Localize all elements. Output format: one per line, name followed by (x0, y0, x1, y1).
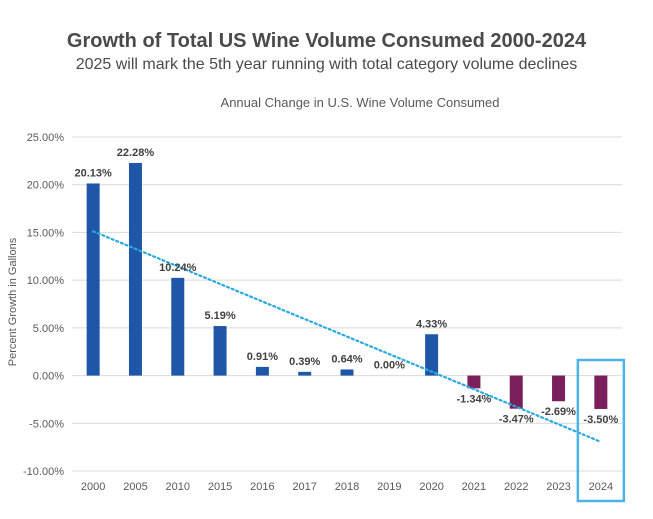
chart-main-title: Growth of Total US Wine Volume Consumed … (66, 30, 587, 52)
data-label-2023: -2.69% (541, 406, 576, 418)
bar-2020 (425, 334, 439, 376)
data-label-2005: 22.28% (117, 147, 155, 159)
trendline (92, 230, 602, 443)
x-tick-label: 2018 (335, 481, 359, 493)
x-tick-label: 2005 (123, 481, 147, 493)
highlight-box-2024 (576, 358, 626, 503)
x-tick-label: 2024 (589, 481, 613, 493)
bar-2024 (594, 375, 608, 409)
x-tick-label: 2017 (292, 481, 316, 493)
y-tick-label: 10.00% (27, 275, 65, 287)
bar-2005 (128, 162, 142, 376)
data-label-2021: -1.34% (456, 393, 491, 405)
y-axis-label: Percent Growth in Gallons (7, 237, 19, 366)
bar-2000 (86, 183, 100, 376)
y-tick-label: 15.00% (27, 227, 65, 239)
bar-2021 (467, 375, 481, 389)
x-tick-label: 2023 (546, 481, 570, 493)
x-tick-label: 2015 (208, 481, 232, 493)
x-tick-label: 2000 (81, 481, 105, 493)
data-label-2019: 0.00% (374, 360, 405, 372)
x-tick-label: 2020 (419, 481, 443, 493)
data-label-2020: 4.33% (416, 318, 447, 330)
data-label-2024: -3.50% (583, 414, 618, 426)
y-tick-label: -10.00% (23, 466, 64, 478)
data-label-2022: -3.47% (499, 414, 534, 426)
x-axis-ticks: 2000 2005 2010 2015 2016 2017 2018 2019 2020 2021… (81, 481, 613, 493)
bar-2022 (509, 375, 523, 409)
chart-subtitle: 2025 will mark the 5th year running with… (75, 56, 578, 73)
y-tick-label: 20.00% (27, 180, 65, 192)
x-tick-label: 2016 (250, 481, 274, 493)
x-tick-label: 2022 (504, 481, 528, 493)
data-label-2017: 0.39% (289, 356, 320, 368)
plot-title: Annual Change in U.S. Wine Volume Consum… (220, 95, 500, 110)
bar-2018 (340, 369, 354, 376)
bar-2023 (552, 375, 566, 402)
y-tick-label: 25.00% (27, 132, 65, 144)
data-label-2015: 5.19% (204, 310, 235, 322)
x-tick-label: 2010 (166, 481, 190, 493)
data-label-2010: 10.24% (159, 262, 197, 274)
trendline-line (92, 230, 602, 443)
bar-2016 (255, 366, 269, 376)
data-label-2018: 0.64% (331, 353, 362, 365)
bar-2017 (298, 371, 312, 376)
y-tick-label: 5.00% (33, 323, 64, 335)
data-label-2000: 20.13% (74, 167, 112, 179)
y-tick-label: -5.00% (29, 418, 64, 430)
data-label-2016: 0.91% (247, 351, 278, 363)
y-axis-ticks: 25.00% 20.00% 15.00% 10.00% 5.00% 0.00% -5.00%… (23, 132, 64, 478)
bar-2015 (213, 326, 227, 376)
bars (86, 162, 608, 409)
y-tick-label: 0.00% (33, 371, 64, 383)
bar-2010 (171, 277, 185, 376)
x-tick-label: 2021 (462, 481, 486, 493)
grid-lines (72, 136, 622, 472)
highlight-box (576, 358, 626, 503)
data-labels: 20.13% 22.28% 10.24% 5.19% 0.91% 0.39% 0.64% 0.… (74, 147, 618, 426)
x-tick-label: 2019 (377, 481, 401, 493)
